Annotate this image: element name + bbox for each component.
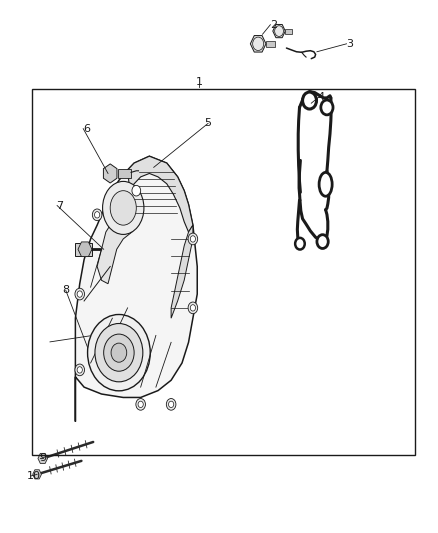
Circle shape (75, 288, 85, 300)
Text: 9: 9 (39, 454, 46, 463)
Text: 1: 1 (196, 77, 203, 87)
Text: 3: 3 (346, 39, 353, 49)
Circle shape (92, 209, 102, 221)
Circle shape (95, 324, 143, 382)
Circle shape (253, 37, 264, 51)
Circle shape (303, 92, 317, 109)
Circle shape (190, 305, 195, 311)
Text: 8: 8 (62, 285, 69, 295)
Circle shape (169, 401, 174, 408)
Circle shape (190, 236, 195, 242)
Bar (32, 89, 415, 455)
Bar (266, 41, 275, 47)
Circle shape (77, 291, 82, 297)
Text: 2: 2 (270, 20, 277, 30)
Circle shape (321, 100, 333, 115)
Circle shape (317, 235, 328, 248)
Circle shape (275, 26, 283, 36)
Circle shape (88, 314, 150, 391)
Circle shape (188, 302, 198, 314)
Ellipse shape (102, 181, 144, 235)
Text: 6: 6 (83, 124, 90, 134)
Text: 4: 4 (318, 92, 325, 102)
Circle shape (138, 401, 143, 408)
Ellipse shape (110, 191, 136, 225)
Polygon shape (171, 225, 193, 318)
Circle shape (75, 364, 85, 376)
Text: 10: 10 (27, 471, 41, 481)
Circle shape (95, 212, 100, 218)
Circle shape (295, 238, 305, 249)
Text: 5: 5 (205, 118, 212, 128)
Polygon shape (97, 212, 136, 284)
Circle shape (104, 334, 134, 371)
Bar (75, 243, 92, 256)
Bar (118, 169, 131, 177)
Ellipse shape (319, 172, 332, 196)
Text: 7: 7 (57, 200, 64, 211)
Circle shape (111, 343, 127, 362)
Polygon shape (127, 156, 193, 232)
Circle shape (188, 233, 198, 245)
Polygon shape (75, 156, 197, 422)
Circle shape (136, 399, 145, 410)
Bar (285, 29, 292, 34)
Circle shape (132, 185, 141, 196)
Circle shape (166, 399, 176, 410)
Circle shape (77, 367, 82, 373)
